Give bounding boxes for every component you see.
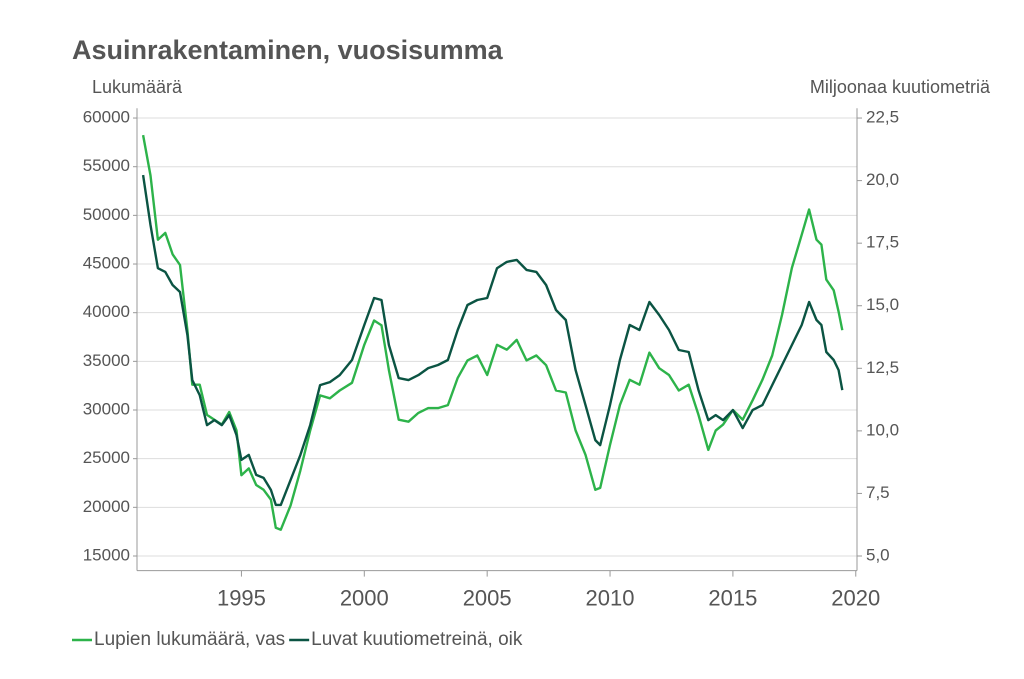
y2-tick-label: 22,5	[866, 108, 899, 127]
y-tick-label: 50000	[83, 205, 130, 224]
series-line	[141, 174, 844, 507]
y-tick-label: 35000	[83, 351, 130, 370]
y2-tick-label: 20,0	[866, 170, 899, 189]
y-tick-label: 45000	[83, 254, 130, 273]
y2-tick-label: 15,0	[866, 295, 899, 314]
legend-label: Luvat kuutiometreinä, oik	[311, 629, 523, 650]
x-tick-label: 1995	[217, 585, 266, 610]
legend-label: Lupien lukumäärä, vas	[94, 629, 285, 650]
y-tick-label: 25000	[83, 448, 130, 467]
x-tick-label: 2005	[463, 585, 512, 610]
y2-tick-label: 7,5	[866, 483, 890, 502]
chart-title: Asuinrakentaminen, vuosisumma	[72, 35, 504, 65]
y2-tick-label: 17,5	[866, 233, 899, 252]
y-tick-label: 55000	[83, 156, 130, 175]
y-tick-label: 40000	[83, 302, 130, 321]
y2-tick-label: 10,0	[866, 420, 899, 439]
series-line	[141, 134, 844, 531]
x-tick-label: 2020	[831, 585, 880, 610]
y2-axis-label: Miljoonaa kuutiometriä	[810, 77, 991, 97]
y2-tick-label: 12,5	[866, 358, 899, 377]
y-tick-label: 60000	[83, 108, 130, 127]
y-tick-label: 20000	[83, 497, 130, 516]
y-tick-label: 30000	[83, 399, 130, 418]
x-tick-label: 2015	[708, 585, 757, 610]
x-tick-label: 2000	[340, 585, 389, 610]
x-tick-label: 2010	[586, 585, 635, 610]
y-axis-label: Lukumäärä	[92, 77, 183, 97]
y2-tick-label: 5,0	[866, 545, 890, 564]
y-tick-label: 15000	[83, 545, 130, 564]
